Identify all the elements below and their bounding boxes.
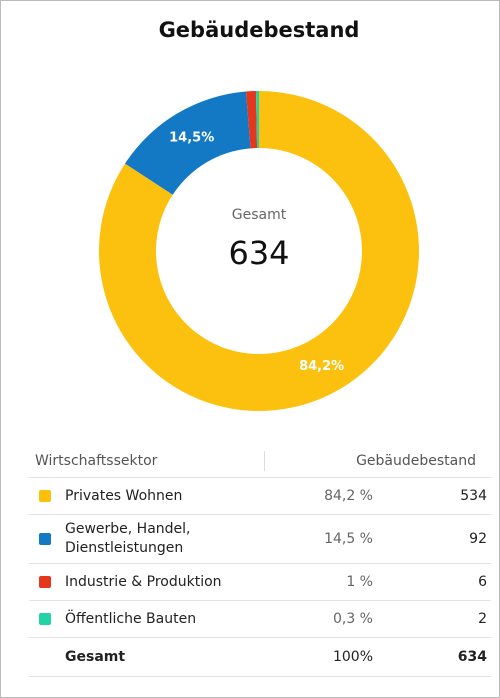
total-row: Gesamt 100% 634 [29, 638, 491, 677]
table: Wirtschaftssektor Gebäudebestand Private… [29, 445, 491, 677]
legend-swatch [39, 613, 51, 625]
share: 0,3 % [332, 611, 373, 627]
header-row: Wirtschaftssektor Gebäudebestand [29, 445, 491, 478]
table-row: Öffentliche Bauten 0,3 % 2 [29, 601, 491, 638]
slice [99, 91, 420, 412]
center-label: Gesamt [232, 207, 287, 223]
chart-title: Gebäudebestand [159, 18, 360, 42]
slice [245, 91, 258, 149]
share: 1 % [346, 574, 373, 590]
center-value: 634 [228, 234, 289, 272]
table-row: Privates Wohnen 84,2 % 534 [29, 478, 491, 515]
count: 6 [478, 574, 487, 590]
count: 534 [460, 488, 487, 504]
slice [124, 91, 251, 195]
chart: Gebäudebestand Gesamt 634 84,2% 14,5% [99, 18, 420, 412]
slice-label: 14,5% [169, 131, 214, 146]
sector-name: Gewerbe, Handel, Dienstleistungen [65, 521, 191, 556]
sector-name: Privates Wohnen [65, 487, 183, 504]
total-count: 634 [457, 649, 487, 665]
column-header: Wirtschaftssektor [29, 451, 265, 471]
table-row: Industrie & Produktion 1 % 6 [29, 564, 491, 601]
count: 92 [469, 531, 487, 547]
sector-name: Industrie & Produktion [65, 573, 222, 590]
legend-swatch [39, 533, 51, 545]
share: 84,2 % [324, 488, 373, 504]
total-share: 100% [332, 649, 373, 665]
slice [255, 91, 259, 149]
table-row: Gewerbe, Handel, Dienstleistungen 14,5 % 9… [29, 515, 491, 564]
sector-name: Öffentliche Bauten [65, 610, 197, 627]
column-header: Gebäudebestand [356, 453, 476, 469]
slice-label: 84,2% [299, 359, 344, 374]
total-label: Gesamt [65, 648, 126, 665]
legend-swatch [39, 490, 51, 502]
legend-swatch [39, 576, 51, 588]
count: 2 [478, 611, 487, 627]
share: 14,5 % [324, 531, 373, 547]
